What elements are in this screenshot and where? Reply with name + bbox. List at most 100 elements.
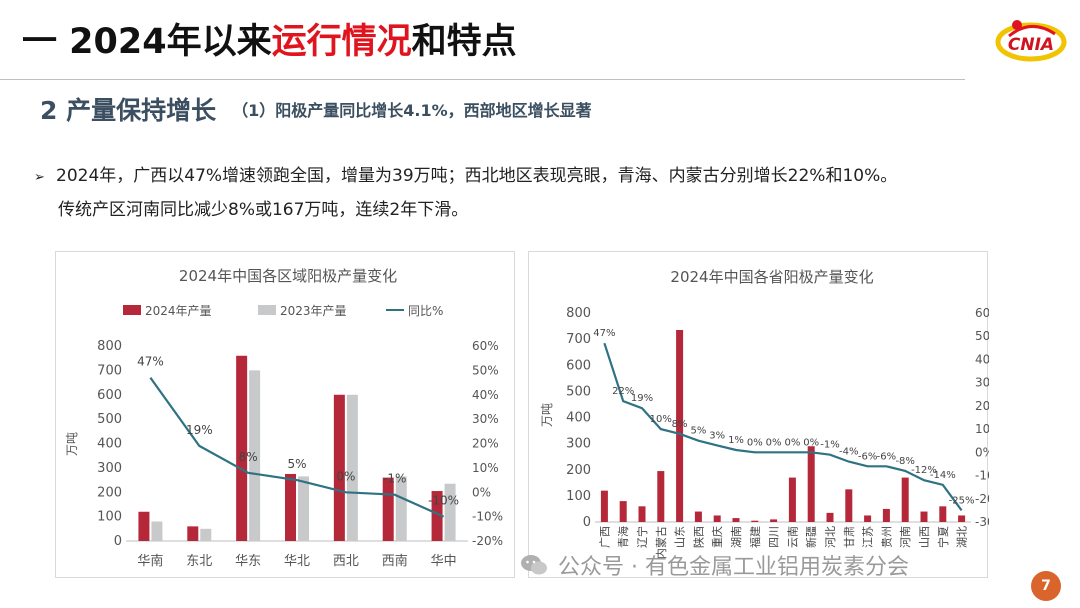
bullet-line-1: 2024年，广西以47%增速领跑全国，增量为39万吨；西北地区表现亮眼，青海、内…	[56, 166, 898, 186]
y2-tick-label: -10%	[975, 469, 989, 483]
y2-tick-label: 40%	[975, 352, 989, 366]
wechat-icon	[521, 555, 547, 575]
y2-tick-label: 40%	[472, 388, 499, 402]
data-label: -1%	[820, 440, 839, 451]
x-tick-label: 东北	[186, 554, 212, 569]
bar-2023	[249, 370, 261, 541]
data-label: 0%	[766, 437, 782, 448]
regional-chart-panel: 2024年中国各区域阳极产量变化 2024年产量 2023年产量 同比% 800 700 6…	[55, 251, 515, 578]
y-axis-title: 万吨	[540, 403, 554, 427]
y-tick-label: 500	[566, 384, 591, 399]
x-tick-label: 江苏	[862, 526, 875, 548]
x-tick-label: 山东	[674, 526, 687, 548]
data-label: 0%	[747, 437, 763, 448]
y2-tick-label: -20%	[975, 492, 989, 506]
y2-tick-label: 20%	[975, 399, 989, 413]
data-label: 0%	[803, 437, 819, 448]
bar-2024	[431, 491, 443, 541]
y2-tick-label: 10%	[472, 461, 499, 475]
bar-2024	[619, 501, 627, 522]
provincial-chart: 2024年中国各省阳极产量变化 800 700 600 500 400 300 200 100 0…	[540, 268, 1006, 559]
data-label: 10%	[650, 414, 672, 425]
title-suffix: 和特点	[411, 21, 517, 62]
data-label: -25%	[949, 495, 975, 506]
y-tick-label: 500	[97, 412, 122, 427]
x-tick-label: 福建	[748, 526, 762, 548]
data-label: 22%	[612, 386, 634, 397]
x-tick-label: 重庆	[710, 526, 724, 548]
bar-2024	[807, 446, 815, 522]
legend-swatch	[258, 305, 276, 315]
bar-2024	[382, 477, 394, 541]
yoy-line	[603, 342, 963, 512]
data-label: 5%	[287, 457, 306, 471]
data-label: -6%	[877, 451, 896, 462]
yoy-line	[149, 377, 445, 518]
bar-2024	[732, 518, 740, 522]
page-number-badge: 7	[1031, 571, 1061, 601]
y2-tick-label: 0%	[472, 485, 491, 499]
bar-2024	[285, 473, 296, 541]
bar-2024	[882, 508, 890, 522]
page-title: 一 2024年以来 运行情况 和特点	[22, 10, 517, 66]
x-tick-label: 华南	[137, 553, 163, 569]
y-tick-label: 200	[97, 485, 122, 500]
watermark: 公众号 · 有色金属工业铝用炭素分会	[520, 548, 909, 582]
y-tick-label: 200	[566, 463, 591, 478]
bar-2023	[298, 476, 309, 541]
y-tick-label: 100	[97, 510, 122, 525]
data-label: -4%	[839, 447, 858, 458]
bar-2024	[826, 512, 834, 522]
cnia-logo: CNIA	[995, 20, 1067, 62]
x-tick-label: 湖北	[956, 526, 969, 548]
section-number-title: 2 产量保持增长	[40, 96, 217, 125]
y2-tick-label: -20%	[472, 534, 503, 548]
data-label: 19%	[631, 393, 653, 404]
bullet-line-2: 传统产区河南同比减少8%或167万吨，连续2年下滑。	[58, 200, 469, 220]
x-tick-label: 西北	[333, 554, 359, 569]
bar-2023	[395, 476, 407, 541]
y2-tick-label: 60%	[975, 306, 989, 320]
bar-2023	[200, 528, 212, 541]
bar-2024	[657, 471, 665, 522]
y-axis-title: 万吨	[65, 432, 79, 456]
x-tick-label: 河南	[899, 526, 912, 548]
y2-tick-label: 30%	[975, 376, 989, 390]
bar-2024	[187, 526, 199, 541]
chart-title: 2024年中国各区域阳极产量变化	[179, 267, 397, 285]
data-label: 8%	[672, 419, 688, 430]
legend-label: 2024年产量	[145, 304, 212, 318]
y-tick-label: 100	[566, 489, 591, 504]
x-tick-label: 华中	[431, 554, 457, 569]
legend-label: 同比%	[408, 304, 443, 318]
y2-tick-label: 0%	[975, 445, 989, 459]
bar-2023	[346, 394, 358, 541]
bar-2024	[958, 515, 966, 522]
bar-2024	[770, 519, 778, 522]
x-tick-label: 湖南	[730, 526, 743, 548]
y-tick-label: 800	[566, 306, 591, 321]
x-tick-label: 山西	[918, 526, 931, 548]
data-label: -12%	[911, 465, 937, 476]
x-tick-label: 西南	[382, 553, 408, 569]
bar-2024	[638, 506, 646, 522]
x-tick-label: 四川	[768, 526, 781, 548]
y-tick-label: 700	[566, 332, 591, 347]
x-tick-label: 宁夏	[936, 526, 950, 548]
bar-2024	[845, 489, 853, 522]
x-tick-label: 甘肃	[843, 526, 856, 548]
x-tick-label: 河北	[824, 526, 837, 548]
bar-2023	[444, 483, 456, 541]
bullet-paragraph: ➢ 2024年，广西以47%增速领跑全国，增量为39万吨；西北地区表现亮眼，青海、…	[34, 160, 1064, 227]
y-tick-label: 600	[566, 358, 591, 373]
data-label: -10%	[428, 494, 459, 508]
x-tick-label: 青海	[616, 526, 630, 548]
section-subtitle: （1）阳极产量同比增长4.1%，西部地区增长显著	[232, 101, 592, 120]
x-tick-label: 新疆	[804, 526, 818, 548]
bar-2024	[920, 511, 928, 522]
data-label: 5%	[690, 426, 706, 437]
data-label: 1%	[728, 435, 744, 446]
chart-title: 2024年中国各省阳极产量变化	[670, 268, 873, 286]
x-tick-label: 华北	[284, 554, 310, 569]
data-label: -14%	[930, 470, 956, 481]
